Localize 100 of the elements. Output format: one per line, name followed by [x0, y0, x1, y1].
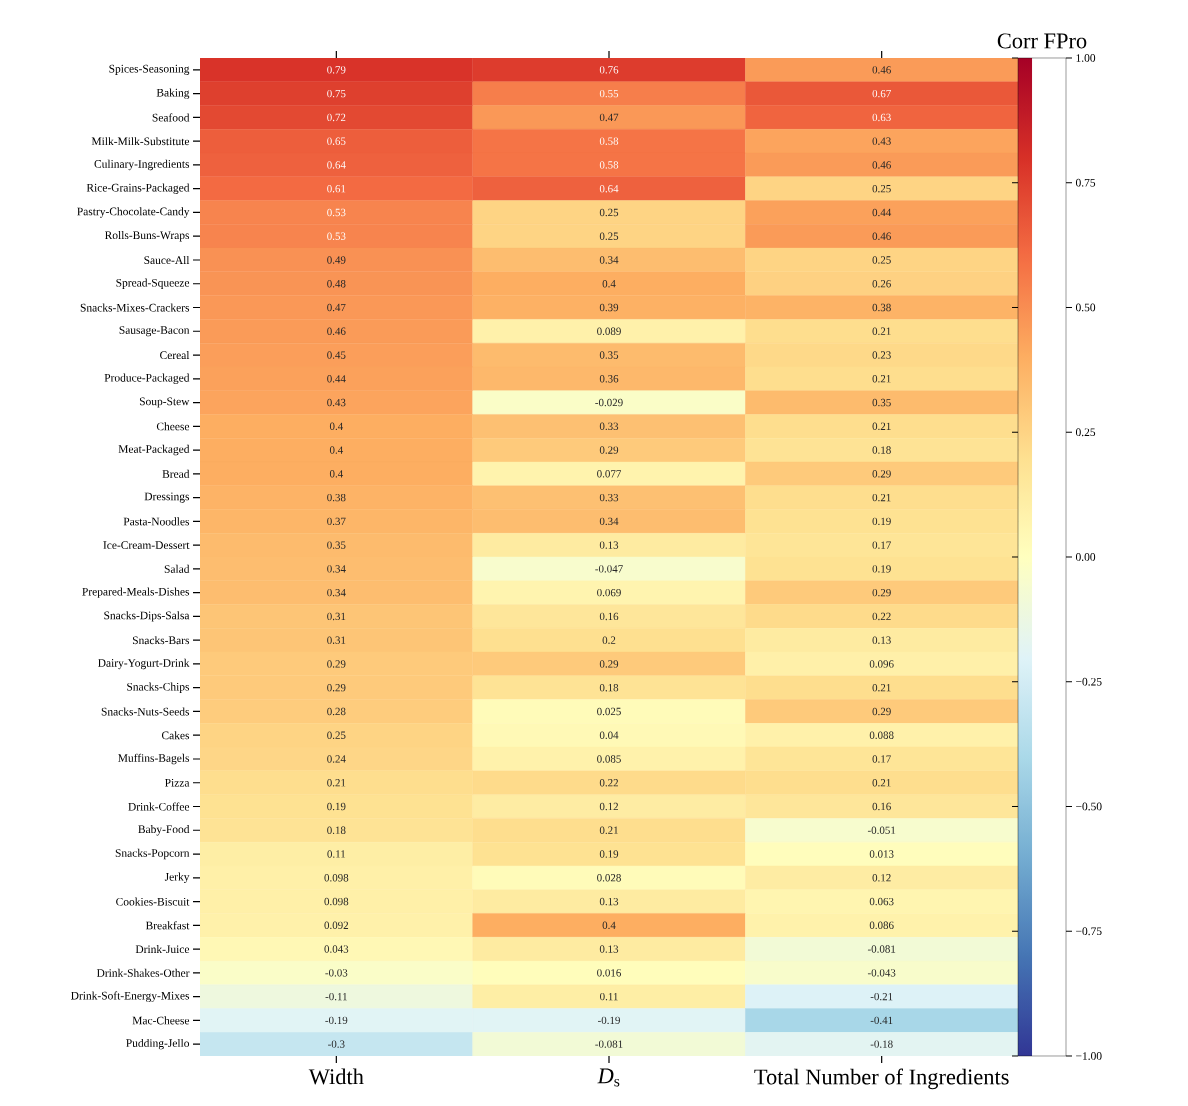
data-label: 0.58: [599, 137, 619, 145]
data-label: 0.65: [327, 137, 346, 145]
data-label: 0.16: [599, 612, 619, 621]
data-label: 0.21: [872, 683, 891, 692]
data-label: 0.089: [597, 327, 621, 335]
data-label: 0.098: [324, 874, 349, 882]
data-label: 0.33: [599, 422, 619, 431]
y-tick-label: Salad: [164, 564, 190, 573]
data-label: 0.44: [327, 375, 346, 383]
data-label: 0.43: [327, 398, 346, 407]
data-label: 0.21: [599, 826, 618, 834]
y-tick-label: Muffins-Bagels: [118, 753, 190, 765]
data-label: -0.081: [867, 945, 896, 953]
data-label: 0.43: [872, 137, 891, 145]
data-label: 0.76: [599, 66, 619, 74]
data-label: 0.29: [872, 470, 891, 478]
data-label: 0.21: [872, 779, 891, 787]
data-label: 0.37: [327, 517, 346, 526]
data-label: 0.28: [327, 707, 346, 716]
data-label: 0.17: [872, 755, 891, 763]
data-label: 0.21: [872, 493, 891, 502]
data-label: 0.64: [327, 161, 346, 169]
data-label: 0.13: [599, 541, 619, 549]
data-label: 0.19: [599, 850, 619, 858]
data-label: 0.11: [600, 992, 618, 1001]
data-label: 0.63: [872, 113, 891, 122]
data-label: 0.36: [599, 375, 619, 383]
data-label: 0.29: [599, 446, 619, 454]
data-label: -0.41: [870, 1016, 893, 1025]
data-label: 0.25: [599, 232, 619, 240]
data-label: 0.25: [599, 208, 619, 217]
data-label: 0.4: [329, 446, 344, 454]
color-bar-label: 0.25: [1075, 428, 1096, 437]
y-tick-label: Spread-Squeeze: [116, 278, 190, 289]
y-tick-label: Snacks-Dips-Salsa: [104, 611, 190, 622]
data-label: 0.17: [872, 541, 891, 549]
data-label: 0.33: [599, 493, 619, 502]
data-label: -0.19: [325, 1016, 348, 1025]
data-label: 0.25: [872, 184, 891, 193]
y-tick-label: Baking: [156, 88, 190, 99]
data-label: 0.19: [872, 565, 891, 573]
data-label: 0.19: [872, 517, 891, 526]
y-tick-label: Pasta-Noodles: [123, 517, 190, 526]
data-label: 0.72: [327, 113, 346, 122]
data-label: 0.086: [869, 921, 894, 930]
data-label: 0.38: [327, 493, 346, 502]
y-tick-label: Jerky: [164, 872, 190, 883]
data-label: 0.45: [327, 351, 346, 359]
data-label: 0.13: [599, 897, 619, 906]
color-bar-label: −0.25: [1076, 677, 1102, 686]
y-tick-label: Culinary-Ingredients: [94, 159, 190, 171]
y-tick-label: Rolls-Buns-Wraps: [104, 231, 190, 242]
data-label: 0.38: [872, 303, 891, 312]
data-label: 0.34: [599, 517, 619, 526]
y-tick-label: Drink-Shakes-Other: [96, 968, 190, 977]
y-tick-label: Snacks-Chips: [127, 682, 190, 693]
data-label: 0.23: [872, 351, 891, 359]
y-tick-label: Milk-Milk-Substitute: [91, 137, 190, 146]
data-label: 0.26: [872, 280, 891, 288]
data-label: 0.49: [327, 256, 346, 264]
data-label: 0.13: [872, 636, 891, 644]
color-bar-title: Corr FPro: [997, 33, 1087, 49]
y-tick-label: Bread: [162, 469, 190, 478]
data-label: 0.29: [872, 588, 891, 597]
y-tick-label: Pizza: [165, 778, 190, 787]
data-label: -0.11: [325, 992, 347, 1001]
data-label: 0.48: [327, 280, 346, 288]
data-label: 0.04: [599, 731, 619, 739]
y-tick-label: Dressings: [144, 492, 190, 503]
data-label: 0.21: [327, 779, 346, 787]
data-label: -0.21: [870, 992, 893, 1001]
data-label: 0.34: [599, 256, 619, 264]
data-label: 0.063: [869, 897, 894, 906]
data-label: 0.35: [599, 351, 619, 359]
data-label: 0.29: [872, 707, 891, 716]
data-label: 0.4: [602, 921, 616, 930]
y-tick-label: Snacks-Nuts-Seeds: [101, 707, 190, 716]
color-bar-label: 0.00: [1075, 553, 1096, 561]
data-label: -0.047: [595, 565, 623, 573]
data-label: 0.069: [597, 588, 621, 597]
y-tick-label: Cakes: [161, 731, 190, 740]
data-label: 0.35: [872, 398, 891, 407]
y-tick-label: Spices-Seasoning: [109, 64, 190, 75]
data-label: 0.53: [327, 232, 346, 240]
data-label: 0.025: [597, 707, 621, 716]
data-label: 0.11: [327, 850, 346, 858]
data-label: 0.13: [599, 945, 619, 953]
data-label: 0.31: [327, 612, 346, 621]
data-label: 0.21: [872, 327, 891, 335]
data-label: 0.088: [869, 731, 894, 739]
data-label: 0.013: [869, 850, 894, 858]
y-tick-label: Baby-Food: [138, 825, 190, 836]
data-label: 0.55: [599, 89, 619, 98]
y-tick-label: Drink-Soft-Energy-Mixes: [71, 991, 190, 1002]
data-label: 0.18: [599, 683, 619, 692]
data-label: 0.4: [329, 470, 344, 478]
data-label: 0.47: [599, 113, 619, 122]
data-label: -0.19: [598, 1016, 620, 1025]
data-label: 0.29: [327, 660, 346, 668]
data-label: 0.67: [872, 89, 891, 98]
